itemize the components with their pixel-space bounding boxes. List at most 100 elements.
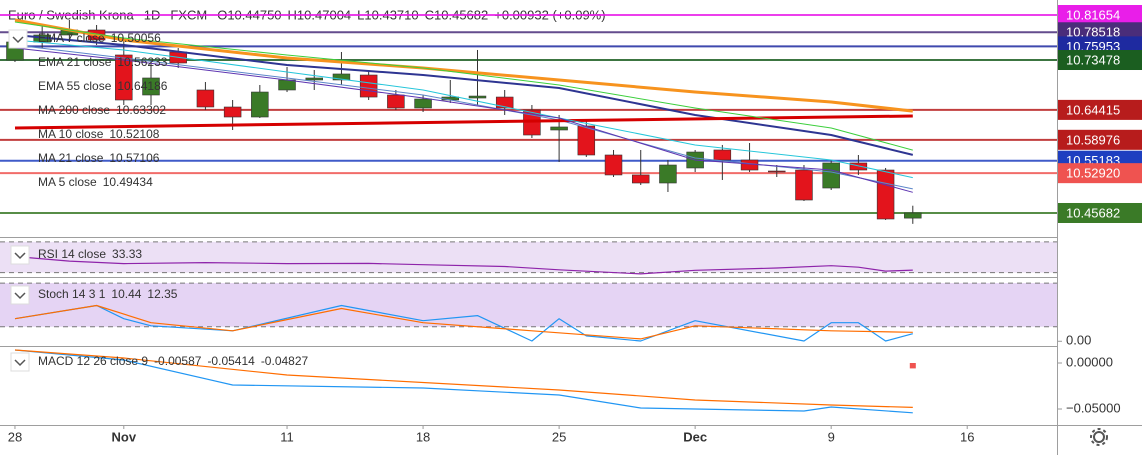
indicator-line xyxy=(14,255,913,275)
indicator-line xyxy=(14,349,913,414)
legend-value: 10.56233 xyxy=(117,55,167,69)
y-tick-label: 0.00000 xyxy=(1066,354,1113,369)
layers: Euro / Swedish Krona 1D FXCM O10.44750 H10.4… xyxy=(0,5,1142,444)
candle-body xyxy=(795,169,813,201)
indicator-line xyxy=(14,18,913,113)
price-label: 10.45682 xyxy=(1066,205,1120,220)
x-tick-label: Dec xyxy=(683,429,707,444)
y-tick-label: 0.00 xyxy=(1066,333,1091,348)
legend-name: EMA 55 close xyxy=(38,79,112,93)
price-label: 10.73478 xyxy=(1066,52,1120,67)
candle-body xyxy=(631,174,650,184)
price-label: 10.52920 xyxy=(1066,166,1120,181)
collapse-box[interactable] xyxy=(10,285,30,305)
indicator-line xyxy=(14,21,913,151)
legend-value: 10.63302 xyxy=(116,103,166,117)
price-label: 10.78518 xyxy=(1066,25,1120,40)
candle-body xyxy=(359,74,378,98)
price-label: 10.64415 xyxy=(1066,102,1120,117)
legend-name: EMA 7 close xyxy=(38,31,105,45)
candle-body xyxy=(659,164,677,184)
price-label-box xyxy=(1058,202,1142,223)
x-tick-label: Nov xyxy=(112,429,137,444)
legend-value: 10.64186 xyxy=(117,79,167,93)
indicator-line xyxy=(14,304,913,342)
x-tick-label: 11 xyxy=(280,429,294,444)
legend-value: 10.49434 xyxy=(103,175,153,189)
indicator-line xyxy=(14,34,914,156)
legend-value: 10.44 xyxy=(111,287,141,301)
legend-title: RSI 14 close xyxy=(38,247,106,261)
legend-name: MA 21 close xyxy=(38,151,104,165)
candle-body xyxy=(577,125,596,156)
collapse-button[interactable] xyxy=(8,29,28,49)
candle-body xyxy=(278,79,296,91)
histogram-bar xyxy=(909,363,916,369)
candle-body xyxy=(251,91,269,118)
candle-body xyxy=(876,169,895,220)
indicator-line xyxy=(14,349,913,408)
legend-title: MACD 12 26 close 9 xyxy=(38,354,148,368)
indicator-line xyxy=(14,39,913,179)
candle-body xyxy=(740,159,759,171)
collapse-arrow[interactable] xyxy=(14,359,26,367)
candle-body xyxy=(223,106,242,118)
candle-body xyxy=(196,89,215,108)
gear-teeth[interactable] xyxy=(1090,428,1108,446)
candle-body xyxy=(305,77,323,81)
candle-body xyxy=(332,73,351,81)
legend-title: Stoch 14 3 1 xyxy=(38,287,106,301)
collapse-arrow[interactable] xyxy=(12,36,24,44)
legend-value: -0.00587 xyxy=(154,354,202,368)
band-fill xyxy=(0,283,1057,327)
indicator-line xyxy=(14,304,913,340)
price-label: 10.58976 xyxy=(1066,132,1120,147)
collapse-arrow[interactable] xyxy=(14,292,26,300)
candle-body xyxy=(115,54,133,101)
candle-body xyxy=(495,96,514,109)
candle-body xyxy=(768,170,786,173)
x-tick-label: 18 xyxy=(416,429,430,444)
x-tick-label: 28 xyxy=(8,429,22,444)
legend-value: 33.33 xyxy=(112,247,142,261)
indicator-line xyxy=(14,47,913,193)
collapse-button[interactable] xyxy=(10,245,30,265)
collapse-button[interactable] xyxy=(10,285,30,305)
legend-name: MA 5 close xyxy=(38,175,97,189)
candle-body xyxy=(550,126,568,131)
collapse-box[interactable] xyxy=(10,245,30,265)
candle-body xyxy=(904,212,922,219)
price-label-box xyxy=(1058,99,1142,120)
legend-value: 10.50056 xyxy=(111,31,161,45)
price-label-box xyxy=(1058,129,1142,150)
legend-value: -0.04827 xyxy=(261,354,309,368)
legend-name: EMA 21 close xyxy=(38,55,112,69)
candle-body xyxy=(849,162,868,171)
price-label-box xyxy=(1058,5,1142,26)
candle-body xyxy=(142,77,160,96)
legend-value: 12.35 xyxy=(147,287,177,301)
price-label: 10.81654 xyxy=(1066,7,1120,22)
gear[interactable] xyxy=(1093,431,1105,443)
price-label-box xyxy=(1058,163,1142,184)
legend-value: 10.52108 xyxy=(109,127,159,141)
collapse-box[interactable] xyxy=(10,352,30,372)
settings-icon[interactable] xyxy=(1090,428,1108,446)
candle-body xyxy=(387,94,405,109)
collapse-box[interactable] xyxy=(8,29,28,49)
candle-body xyxy=(414,98,432,109)
legend-name: MA 10 close xyxy=(38,127,104,141)
candle-body xyxy=(713,149,732,161)
y-tick-label: −0.05000 xyxy=(1066,400,1121,415)
legend-value: -0.05414 xyxy=(207,354,255,368)
legend-value: 10.57106 xyxy=(109,151,159,165)
price-label-box xyxy=(1058,50,1142,71)
collapse-button[interactable] xyxy=(10,352,30,372)
legend-name: MA 200 close xyxy=(38,103,110,117)
x-tick-label: 25 xyxy=(552,429,566,444)
collapse-arrow[interactable] xyxy=(14,252,26,260)
candle-body xyxy=(468,95,487,99)
x-tick-label: 16 xyxy=(960,429,974,444)
